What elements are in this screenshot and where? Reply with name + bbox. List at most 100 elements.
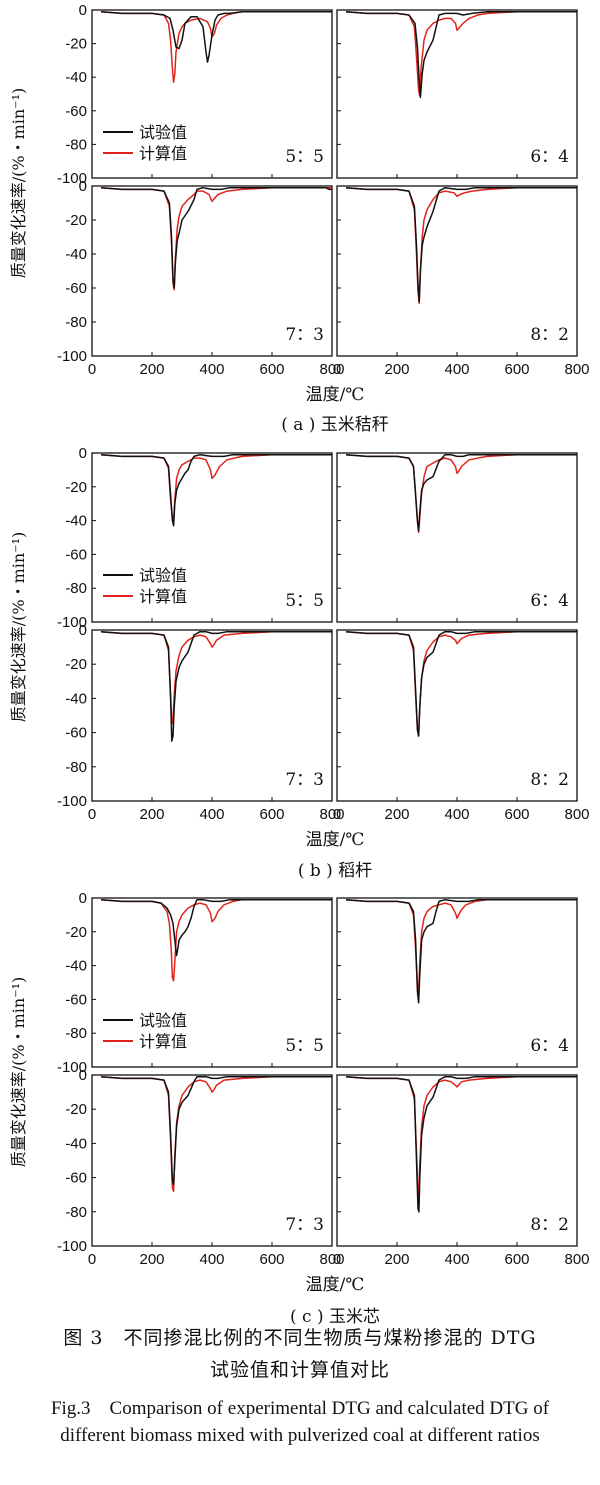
g1-y-axis-label: 质量变化速率/(%・min⁻¹): [9, 532, 28, 723]
g1-panel-1-ratio-label: 6：4: [530, 591, 569, 611]
g2-panel-0-calculated-line: [100, 898, 332, 982]
g0-panel-3-xtick-label: 800: [564, 361, 589, 378]
g2-panel-2-xtick-label: 0: [88, 1251, 96, 1268]
g1-panel-3-ratio-label: 8：2: [530, 770, 569, 790]
g0-panel-3-xtick-label: 0: [333, 361, 341, 378]
g2-panel-2-ytick-label: -40: [65, 1135, 87, 1152]
g2-panel-0-ytick-label: -80: [65, 1025, 87, 1042]
g0-panel-0-ytick-label: -20: [65, 36, 87, 53]
g1-panel-0-ytick-label: -20: [65, 479, 87, 496]
g0-panel-2-ytick-label: -100: [57, 348, 87, 365]
g0-panel-0-ratio-label: 5：5: [285, 147, 324, 167]
g1-panel-2-ytick-label: -100: [57, 793, 87, 810]
g0-panel-1-calculated-line: [345, 10, 577, 97]
g0-panel-2-experimental-line: [100, 186, 332, 289]
g0-legend-calculated-label: 计算值: [139, 144, 187, 163]
g2-y-axis-label: 质量变化速率/(%・min⁻¹): [9, 977, 28, 1168]
g0-panel-3-ratio-label: 8：2: [530, 325, 569, 345]
g0-panel-2-calculated-line: [100, 186, 332, 291]
g1-legend-calculated-label: 计算值: [139, 587, 187, 606]
g1-panel-2-ytick-label: -80: [65, 759, 87, 776]
g1-panel-1-experimental-line: [345, 453, 577, 532]
g2-panel-2-ytick-label: -80: [65, 1204, 87, 1221]
g1-panel-2-ytick-label: -20: [65, 656, 87, 673]
g1-panel-0-ytick-label: -80: [65, 580, 87, 597]
g0-panel-0-ytick-label: -60: [65, 103, 87, 120]
g0-panel-2-ratio-label: 7：3: [285, 325, 324, 345]
g2-panel-0-ratio-label: 5：5: [285, 1036, 324, 1056]
g2-panel-2-calculated-line: [100, 1075, 332, 1193]
g2-panel-3-xtick-label: 800: [564, 1251, 589, 1268]
g2-panel-2-ytick-label: -20: [65, 1101, 87, 1118]
g0-panel-2-ytick-label: -40: [65, 246, 87, 263]
g1-panel-0-ytick-label: -100: [57, 614, 87, 631]
g0-panel-3-xtick-label: 200: [384, 361, 409, 378]
g1-panel-3-xtick-label: 400: [444, 806, 469, 823]
g1-panel-2-experimental-line: [100, 630, 332, 742]
g2-panel-3-xtick-label: 600: [504, 1251, 529, 1268]
g0-panel-0-ytick-label: -40: [65, 69, 87, 86]
g1-panel-3-xtick-label: 0: [333, 806, 341, 823]
g1-panel-2-ratio-label: 7：3: [285, 770, 324, 790]
g2-panel-3-experimental-line: [345, 1075, 577, 1213]
g2-panel-2-experimental-line: [100, 1075, 332, 1186]
g1-panel-2-xtick-label: 0: [88, 806, 96, 823]
g2-panel-0-ytick-label: -20: [65, 924, 87, 941]
g1-legend-experimental-label: 试验值: [139, 566, 187, 585]
g0-panel-0-ytick-label: -80: [65, 136, 87, 153]
g0-panel-0-ytick-label: 0: [79, 2, 87, 19]
g2-legend-experimental-label: 试验值: [139, 1011, 187, 1030]
g1-panel-0-ratio-label: 5：5: [285, 591, 324, 611]
figure-caption-cn-line1: 图 3 不同掺混比例的不同生物质与煤粉掺混的 DTG: [63, 1327, 537, 1349]
g0-panel-3-calculated-line: [345, 186, 577, 305]
g1-panel-2-xtick-label: 600: [259, 806, 284, 823]
g0-panel-2-ytick-label: -20: [65, 212, 87, 229]
figure-caption-en-line2: different biomass mixed with pulverized …: [60, 1425, 540, 1446]
g0-panel-1-ratio-label: 6：4: [530, 147, 569, 167]
g0-panel-2-xtick-label: 200: [139, 361, 164, 378]
g2-panel-1-experimental-line: [345, 898, 577, 1004]
g0-panel-0-calculated-line: [100, 10, 332, 83]
g1-panel-2-ytick-label: -60: [65, 725, 87, 742]
g2-panel-3-ratio-label: 8：2: [530, 1215, 569, 1235]
g2-panel-0-ytick-label: -60: [65, 991, 87, 1008]
g2-panel-0-experimental-line: [100, 898, 332, 957]
g0-group-label: ( a ) 玉米秸秆: [281, 415, 389, 435]
g1-panel-2-ytick-label: 0: [79, 622, 87, 639]
g0-panel-2-ytick-label: -80: [65, 314, 87, 331]
g1-group-label: ( b ) 稻杆: [298, 861, 372, 881]
g2-panel-2-xtick-label: 400: [199, 1251, 224, 1268]
g0-x-axis-label: 温度/℃: [306, 385, 365, 405]
g0-y-axis-label: 质量变化速率/(%・min⁻¹): [9, 88, 28, 279]
g2-panel-2-xtick-label: 200: [139, 1251, 164, 1268]
g2-panel-0-ytick-label: 0: [79, 890, 87, 907]
g1-panel-2-xtick-label: 200: [139, 806, 164, 823]
figure-caption-en-line1: Fig.3 Comparison of experimental DTG and…: [50, 1398, 550, 1419]
g2-panel-2-ytick-label: 0: [79, 1067, 87, 1084]
g1-panel-2-xtick-label: 400: [199, 806, 224, 823]
g0-panel-2-xtick-label: 0: [88, 361, 96, 378]
g1-panel-2-ytick-label: -40: [65, 690, 87, 707]
g0-panel-2-xtick-label: 800: [319, 361, 344, 378]
g2-x-axis-label: 温度/℃: [306, 1275, 365, 1295]
g1-panel-3-experimental-line: [345, 630, 577, 737]
g0-panel-2-ytick-label: 0: [79, 178, 87, 195]
g1-panel-3-xtick-label: 200: [384, 806, 409, 823]
g1-panel-1-calculated-line: [345, 453, 577, 534]
g0-legend-experimental-label: 试验值: [139, 123, 187, 142]
g2-panel-3-calculated-line: [345, 1075, 577, 1199]
g1-panel-3-xtick-label: 600: [504, 806, 529, 823]
g1-panel-0-ytick-label: -60: [65, 546, 87, 563]
g2-panel-3-xtick-label: 200: [384, 1251, 409, 1268]
g2-panel-0-ytick-label: -100: [57, 1059, 87, 1076]
g2-panel-2-ratio-label: 7：3: [285, 1215, 324, 1235]
g1-panel-3-calculated-line: [345, 630, 577, 737]
g2-panel-3-xtick-label: 400: [444, 1251, 469, 1268]
g0-panel-3-xtick-label: 600: [504, 361, 529, 378]
g2-panel-3-xtick-label: 0: [333, 1251, 341, 1268]
g2-panel-0-ytick-label: -40: [65, 958, 87, 975]
g0-panel-1-experimental-line: [345, 10, 577, 99]
g2-legend-calculated-label: 计算值: [139, 1032, 187, 1051]
g1-panel-2-calculated-line: [100, 630, 332, 725]
